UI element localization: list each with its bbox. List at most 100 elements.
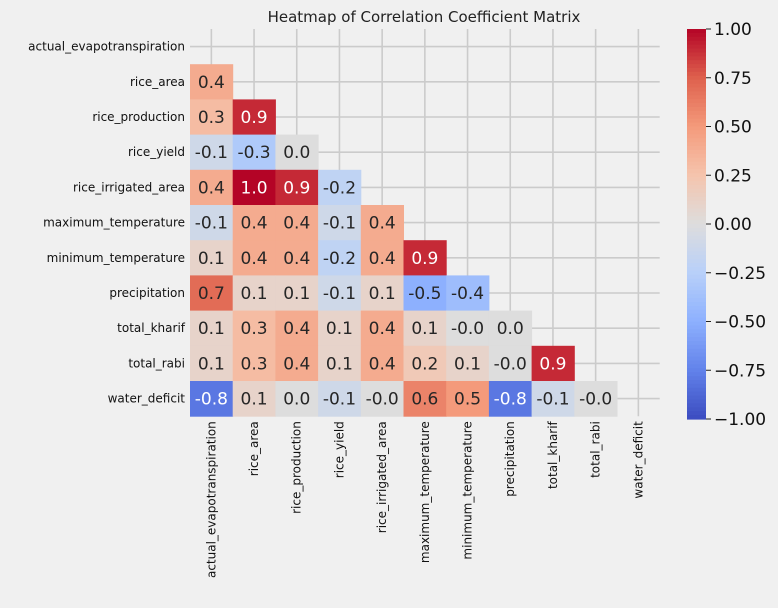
colorbar-segment — [687, 372, 706, 377]
colorbar-segment — [687, 321, 706, 326]
cell-value-label: 0.1 — [198, 354, 225, 374]
heatmap-cell — [403, 310, 447, 347]
colorbar-segment — [687, 235, 706, 241]
heatmap-cell — [190, 205, 234, 241]
heatmap-cell — [360, 205, 404, 241]
colorbar-segment — [687, 107, 706, 112]
row-label: minimum_temperature — [47, 251, 185, 265]
heatmap-cell — [360, 381, 404, 417]
colorbar-tick-label: −0.75 — [714, 361, 766, 381]
heatmap-cell — [318, 169, 362, 206]
colorbar-segment — [687, 40, 706, 46]
column-label: rice_area — [247, 421, 261, 476]
colorbar-segment — [687, 231, 706, 237]
colorbar-segment — [687, 270, 706, 276]
colorbar-segment — [687, 360, 706, 365]
colorbar-segment — [687, 294, 706, 299]
heatmap-cell — [360, 345, 404, 382]
heatmap-cell — [318, 381, 362, 417]
cell-value-label: 0.9 — [283, 178, 310, 198]
colorbar-segment — [687, 216, 706, 221]
cell-value-label: 0.9 — [539, 354, 566, 374]
column-label: total_kharif — [546, 420, 560, 489]
cell-value-label: 0.1 — [369, 284, 396, 304]
cell-value-label: -0.8 — [195, 390, 228, 410]
heatmap-cell — [488, 381, 533, 417]
colorbar-segment — [687, 247, 706, 252]
colorbar-segment — [687, 344, 706, 350]
heatmap-cell — [275, 310, 319, 347]
colorbar-segment — [687, 71, 706, 77]
heatmap-cell — [275, 381, 319, 417]
row-label: rice_production — [92, 110, 185, 124]
cell-value-label: 0.4 — [283, 354, 310, 374]
colorbar-segment — [687, 157, 706, 163]
heatmap-cell — [190, 381, 234, 417]
heatmap-cell — [232, 99, 276, 136]
cell-value-label: 0.2 — [411, 354, 438, 374]
colorbar-segment — [687, 395, 706, 401]
cell-value-label: -0.4 — [451, 284, 484, 304]
heatmap-cell — [275, 275, 319, 312]
colorbar-segment — [687, 251, 706, 256]
heatmap-cell — [360, 310, 404, 347]
colorbar-segment — [687, 352, 706, 358]
colorbar-segment — [687, 83, 706, 89]
colorbar-segment — [687, 333, 706, 338]
cell-value-label: 0.9 — [241, 108, 268, 128]
heatmap-cell — [275, 205, 319, 241]
heatmap-cell — [446, 381, 490, 417]
colorbar-segment — [687, 60, 706, 65]
heatmap-cell — [403, 345, 447, 382]
cell-value-label: -0.0 — [451, 319, 484, 339]
heatmap-cell — [318, 205, 362, 241]
heatmap-cell — [232, 205, 276, 241]
colorbar-segment — [687, 56, 706, 61]
heatmap-cell — [232, 310, 276, 347]
colorbar-segment — [687, 142, 706, 147]
colorbar-segment — [687, 44, 706, 50]
colorbar-segment — [687, 239, 706, 245]
colorbar-segment — [687, 200, 706, 206]
colorbar-segment — [687, 188, 706, 194]
heatmap-cell — [446, 275, 490, 312]
colorbar-segment — [687, 356, 706, 362]
cell-value-label: 0.4 — [283, 214, 310, 234]
cell-value-label: 1.0 — [241, 178, 268, 198]
cell-value-label: 0.4 — [241, 249, 268, 269]
cell-value-label: -0.1 — [195, 214, 228, 234]
cell-value-label: 0.3 — [241, 319, 268, 339]
colorbar: 1.00 0.75 0.50 0.25 0.00 −0.25 −0.50 −0.75 −1.00 — [687, 20, 766, 430]
colorbar-segment — [687, 380, 706, 385]
cell-value-label: 0.4 — [369, 214, 396, 234]
heatmap-cell — [531, 345, 575, 382]
cell-value-label: 0.4 — [369, 249, 396, 269]
colorbar-segment — [687, 290, 706, 295]
heatmap-cell — [232, 381, 276, 417]
heatmap-cell — [360, 240, 404, 276]
heatmap-cell — [190, 64, 234, 100]
colorbar-tick-label: 0.50 — [714, 118, 752, 138]
cell-value-label: -0.0 — [494, 354, 527, 374]
colorbar-segment — [687, 259, 706, 264]
heatmap-cell — [403, 275, 447, 312]
colorbar-segment — [687, 122, 706, 128]
heatmap-cell — [190, 134, 234, 171]
colorbar-segment — [687, 185, 706, 190]
cell-value-label: 0.1 — [454, 354, 481, 374]
heatmap-cell — [318, 310, 362, 347]
colorbar-segment — [687, 29, 706, 34]
heatmap-cell — [275, 345, 319, 382]
colorbar-segment — [687, 313, 706, 319]
heatmap-cells: 0.4 0.3 0.9 -0.1 -0.3 0.0 0.4 1.0 0.9 -0.2 -0.1 0.4… — [190, 64, 618, 417]
row-label: maximum_temperature — [43, 216, 185, 230]
colorbar-segment — [687, 87, 706, 92]
colorbar-tick-label: 1.00 — [714, 20, 752, 40]
colorbar-segment — [687, 302, 706, 307]
cell-value-label: 0.1 — [326, 354, 353, 374]
heatmap-cell — [403, 240, 447, 276]
colorbar-segment — [687, 368, 706, 373]
heatmap-cell — [232, 169, 276, 206]
colorbar-tick-label: −0.50 — [714, 313, 766, 333]
colorbar-segment — [687, 286, 706, 291]
